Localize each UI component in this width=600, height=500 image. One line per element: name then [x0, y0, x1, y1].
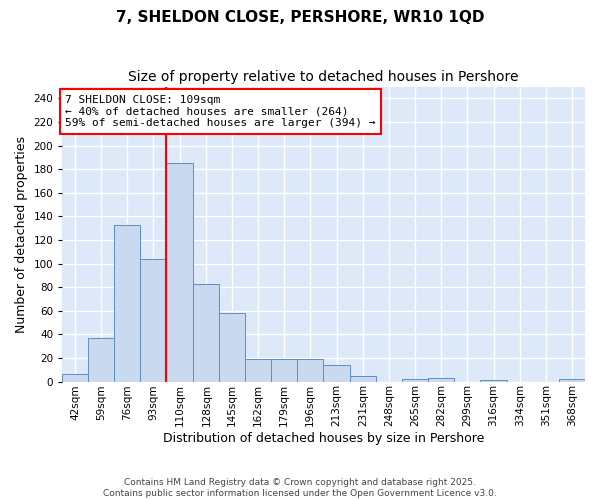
Text: Contains HM Land Registry data © Crown copyright and database right 2025.
Contai: Contains HM Land Registry data © Crown c…	[103, 478, 497, 498]
Bar	[62, 374, 88, 382]
Y-axis label: Number of detached properties: Number of detached properties	[15, 136, 28, 332]
Bar	[245, 359, 271, 382]
Text: 7, SHELDON CLOSE, PERSHORE, WR10 1QD: 7, SHELDON CLOSE, PERSHORE, WR10 1QD	[116, 10, 484, 25]
Bar	[219, 313, 245, 382]
Bar	[559, 379, 585, 382]
Bar	[193, 284, 219, 382]
Bar	[323, 365, 350, 382]
Bar	[271, 359, 297, 382]
Bar	[428, 378, 454, 382]
Bar	[402, 379, 428, 382]
Text: 7 SHELDON CLOSE: 109sqm
← 40% of detached houses are smaller (264)
59% of semi-d: 7 SHELDON CLOSE: 109sqm ← 40% of detache…	[65, 95, 376, 128]
Bar	[350, 376, 376, 382]
Bar	[297, 359, 323, 382]
Bar	[480, 380, 507, 382]
X-axis label: Distribution of detached houses by size in Pershore: Distribution of detached houses by size …	[163, 432, 484, 445]
Bar	[166, 164, 193, 382]
Bar	[88, 338, 114, 382]
Bar	[140, 259, 166, 382]
Title: Size of property relative to detached houses in Pershore: Size of property relative to detached ho…	[128, 70, 519, 84]
Bar	[114, 224, 140, 382]
